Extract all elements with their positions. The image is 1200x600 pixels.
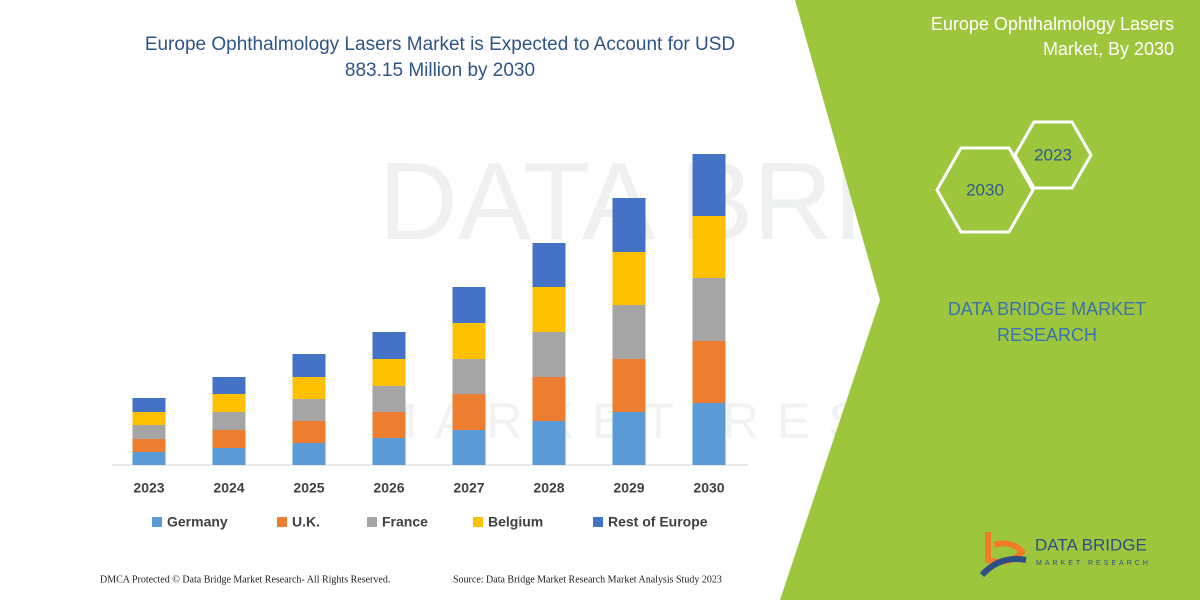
legend-swatch xyxy=(367,517,377,527)
bar-segment xyxy=(452,323,486,359)
legend-label: Germany xyxy=(167,514,228,530)
bar-segment xyxy=(132,412,166,425)
chart-title: Europe Ophthalmology Lasers Market is Ex… xyxy=(144,34,736,81)
bar-segment xyxy=(692,341,726,403)
bar-segment xyxy=(212,394,246,412)
x-tick-label: 2028 xyxy=(533,480,564,496)
hex-label: 2023 xyxy=(1034,145,1072,164)
legend-label: U.K. xyxy=(292,514,320,530)
logo-icon xyxy=(979,556,1027,578)
hex-label: 2030 xyxy=(966,180,1004,199)
bar-segment xyxy=(132,425,166,439)
legend-label: France xyxy=(382,514,428,530)
bar-segment xyxy=(612,252,646,305)
bar-segment xyxy=(692,216,726,278)
bar-segment xyxy=(612,198,646,252)
bar-segment xyxy=(532,243,566,287)
legend-swatch xyxy=(277,517,287,527)
logo-name: DATA BRIDGE xyxy=(1035,535,1147,554)
bar-segment xyxy=(212,430,246,448)
bar-segment xyxy=(292,399,326,421)
x-tick-label: 2023 xyxy=(133,480,164,496)
bar-segment xyxy=(452,359,486,394)
bar-segment xyxy=(452,430,486,465)
hexagon xyxy=(1013,120,1093,190)
bar-segment xyxy=(532,377,566,421)
panel-title: Europe Ophthalmology Lasers Market, By 2… xyxy=(930,14,1174,59)
bar-segment xyxy=(532,332,566,377)
footer-right: Source: Data Bridge Market Research Mark… xyxy=(453,574,722,585)
bar-segment xyxy=(292,354,326,377)
legend-swatch xyxy=(473,517,483,527)
legend-swatch xyxy=(593,517,603,527)
bar-segment xyxy=(532,421,566,465)
bar-segment xyxy=(372,438,406,465)
legend-swatch xyxy=(152,517,162,527)
bar-segment xyxy=(292,443,326,465)
bar-segment xyxy=(212,448,246,465)
x-tick-label: 2030 xyxy=(693,480,724,496)
bar-segment xyxy=(212,377,246,394)
legend-label: Rest of Europe xyxy=(608,514,708,530)
bar-segment xyxy=(372,386,406,412)
bar-segment xyxy=(132,439,166,452)
bar-segment xyxy=(372,412,406,438)
bar-segment xyxy=(612,359,646,412)
bar-segment xyxy=(692,403,726,465)
bar-segment xyxy=(372,332,406,359)
footer-left: DMCA Protected © Data Bridge Market Rese… xyxy=(100,574,390,585)
bar-segment xyxy=(372,359,406,386)
x-tick-label: 2027 xyxy=(453,480,484,496)
hexagon xyxy=(935,146,1035,234)
bar-segment xyxy=(132,452,166,465)
x-tick-label: 2026 xyxy=(373,480,404,496)
bar-segment xyxy=(212,412,246,430)
bar-segment xyxy=(532,287,566,332)
x-tick-label: 2025 xyxy=(293,480,324,496)
bar-segment xyxy=(692,278,726,341)
bar-segment xyxy=(452,394,486,430)
bar-segment xyxy=(292,377,326,399)
legend-label: Belgium xyxy=(488,514,543,530)
bar-segment xyxy=(612,305,646,359)
bar-segment xyxy=(292,421,326,443)
side-panel xyxy=(780,0,1200,600)
logo-tagline: MARKET RESEARCH xyxy=(1036,560,1151,567)
bar-segment xyxy=(612,412,646,465)
x-tick-label: 2029 xyxy=(613,480,644,496)
bar-segment xyxy=(692,154,726,216)
x-tick-label: 2024 xyxy=(213,480,244,496)
bar-segment xyxy=(132,398,166,412)
brand-text: DATA BRIDGE MARKET RESEARCH xyxy=(947,299,1147,345)
bar-segment xyxy=(452,287,486,323)
